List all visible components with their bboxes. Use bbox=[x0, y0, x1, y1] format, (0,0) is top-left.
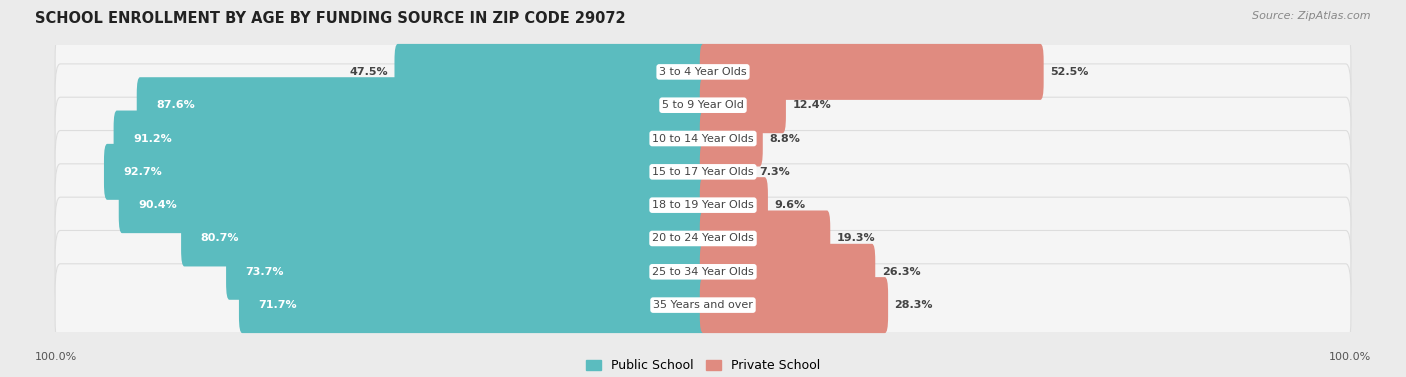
Text: 25 to 34 Year Olds: 25 to 34 Year Olds bbox=[652, 267, 754, 277]
FancyBboxPatch shape bbox=[226, 244, 706, 300]
Text: 26.3%: 26.3% bbox=[882, 267, 921, 277]
Text: 100.0%: 100.0% bbox=[1329, 352, 1371, 362]
FancyBboxPatch shape bbox=[55, 230, 1351, 313]
FancyBboxPatch shape bbox=[700, 244, 876, 300]
Text: 28.3%: 28.3% bbox=[894, 300, 934, 310]
FancyBboxPatch shape bbox=[104, 144, 706, 200]
Text: 80.7%: 80.7% bbox=[201, 233, 239, 244]
FancyBboxPatch shape bbox=[55, 264, 1351, 346]
Text: 3 to 4 Year Olds: 3 to 4 Year Olds bbox=[659, 67, 747, 77]
FancyBboxPatch shape bbox=[700, 277, 889, 333]
Text: 19.3%: 19.3% bbox=[837, 233, 876, 244]
FancyBboxPatch shape bbox=[55, 64, 1351, 147]
Text: 10 to 14 Year Olds: 10 to 14 Year Olds bbox=[652, 133, 754, 144]
Text: 35 Years and over: 35 Years and over bbox=[652, 300, 754, 310]
FancyBboxPatch shape bbox=[55, 97, 1351, 180]
FancyBboxPatch shape bbox=[700, 177, 768, 233]
Text: 7.3%: 7.3% bbox=[759, 167, 790, 177]
Text: 91.2%: 91.2% bbox=[134, 133, 172, 144]
Text: Source: ZipAtlas.com: Source: ZipAtlas.com bbox=[1253, 11, 1371, 21]
Text: 5 to 9 Year Old: 5 to 9 Year Old bbox=[662, 100, 744, 110]
Legend: Public School, Private School: Public School, Private School bbox=[581, 354, 825, 377]
FancyBboxPatch shape bbox=[55, 197, 1351, 280]
FancyBboxPatch shape bbox=[55, 164, 1351, 247]
FancyBboxPatch shape bbox=[700, 77, 786, 133]
FancyBboxPatch shape bbox=[395, 44, 706, 100]
Text: 87.6%: 87.6% bbox=[156, 100, 195, 110]
Text: 20 to 24 Year Olds: 20 to 24 Year Olds bbox=[652, 233, 754, 244]
FancyBboxPatch shape bbox=[55, 130, 1351, 213]
Text: 47.5%: 47.5% bbox=[350, 67, 388, 77]
FancyBboxPatch shape bbox=[181, 210, 706, 267]
FancyBboxPatch shape bbox=[118, 177, 706, 233]
FancyBboxPatch shape bbox=[114, 110, 706, 167]
Text: 18 to 19 Year Olds: 18 to 19 Year Olds bbox=[652, 200, 754, 210]
Text: SCHOOL ENROLLMENT BY AGE BY FUNDING SOURCE IN ZIP CODE 29072: SCHOOL ENROLLMENT BY AGE BY FUNDING SOUR… bbox=[35, 11, 626, 26]
FancyBboxPatch shape bbox=[239, 277, 706, 333]
FancyBboxPatch shape bbox=[700, 210, 831, 267]
Text: 71.7%: 71.7% bbox=[259, 300, 297, 310]
Text: 100.0%: 100.0% bbox=[35, 352, 77, 362]
Text: 9.6%: 9.6% bbox=[775, 200, 806, 210]
FancyBboxPatch shape bbox=[700, 144, 754, 200]
FancyBboxPatch shape bbox=[55, 31, 1351, 113]
FancyBboxPatch shape bbox=[700, 110, 763, 167]
Text: 52.5%: 52.5% bbox=[1050, 67, 1088, 77]
Text: 90.4%: 90.4% bbox=[138, 200, 177, 210]
FancyBboxPatch shape bbox=[136, 77, 706, 133]
Text: 12.4%: 12.4% bbox=[793, 100, 831, 110]
Text: 73.7%: 73.7% bbox=[246, 267, 284, 277]
FancyBboxPatch shape bbox=[700, 44, 1043, 100]
Text: 15 to 17 Year Olds: 15 to 17 Year Olds bbox=[652, 167, 754, 177]
Text: 8.8%: 8.8% bbox=[769, 133, 800, 144]
Text: 92.7%: 92.7% bbox=[124, 167, 162, 177]
